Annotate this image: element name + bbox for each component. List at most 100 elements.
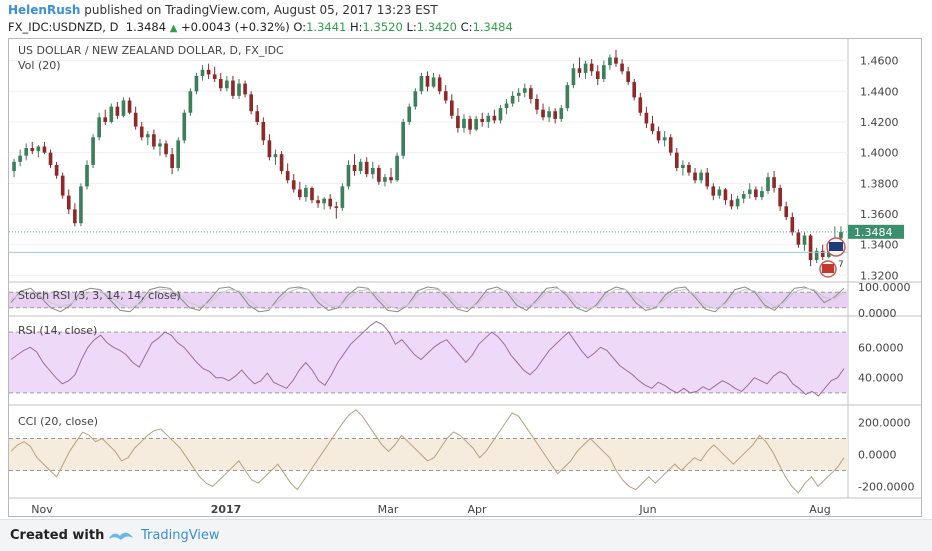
candle-body <box>121 100 126 116</box>
oscillator-tick-label: -200.0000 <box>858 480 914 493</box>
price-tick-label: 1.4600 <box>860 55 899 68</box>
candle-body <box>541 109 545 118</box>
candle-body <box>200 69 205 76</box>
candle-body <box>152 134 156 147</box>
candle-body <box>735 198 740 207</box>
candle-body <box>389 177 393 181</box>
candle-body <box>273 154 278 158</box>
candle-body <box>48 152 53 165</box>
candle-body <box>316 200 320 204</box>
candle-body <box>577 68 582 73</box>
candle-body <box>328 198 333 207</box>
candle-body <box>668 137 673 153</box>
oscillator-tick-label: 40.0000 <box>858 372 904 385</box>
candle-body <box>608 57 612 66</box>
oscillator-band <box>9 332 848 393</box>
candle-body <box>516 92 521 96</box>
candle-body <box>766 177 770 192</box>
candle-body <box>54 164 59 176</box>
candle-body <box>510 95 515 104</box>
candle-body <box>12 161 16 172</box>
candle-body <box>322 198 326 204</box>
candle-body <box>158 143 162 147</box>
candle-body <box>383 177 387 182</box>
published-text: published on TradingView.com, August 05,… <box>84 3 438 17</box>
candle-body <box>632 82 637 98</box>
candle-body <box>425 75 430 87</box>
time-axis-label: 2017 <box>211 503 242 516</box>
price-tick-label: 1.3200 <box>860 269 899 282</box>
candle-body <box>218 78 223 89</box>
last-price-badge <box>848 224 904 239</box>
last-price-badge-text: 1.3484 <box>854 226 893 239</box>
candle-body <box>206 69 211 75</box>
rsi-pane: 60.0000 40.0000 <box>9 320 904 397</box>
open-label: O: <box>293 20 307 34</box>
stoch-rsi-label: Stoch RSI (3, 3, 14, 14, close) <box>18 289 181 302</box>
price-tick-label: 1.3400 <box>860 239 899 252</box>
candle-body <box>370 167 375 175</box>
tradingview-brand-link[interactable]: TradingView <box>141 528 220 543</box>
candle-body <box>85 164 89 187</box>
last-price-value: 1.3484 <box>125 20 167 34</box>
candle-body <box>176 140 181 168</box>
candle-body <box>522 88 527 93</box>
candle-body <box>188 91 193 113</box>
candle-body <box>243 83 247 95</box>
candle-body <box>571 68 576 86</box>
candle-body <box>462 118 466 129</box>
time-axis-label: Mar <box>378 503 399 516</box>
candle-body <box>364 161 369 175</box>
publish-line: HelenRush published on TradingView.com, … <box>8 3 438 17</box>
oscillator-tick-label: 0.0000 <box>858 448 897 461</box>
candle-body <box>729 200 734 207</box>
candle-body <box>340 186 345 208</box>
candle-body <box>468 118 472 130</box>
oscillator-line <box>10 287 845 310</box>
candle-body <box>42 146 47 153</box>
candle-body <box>492 115 497 121</box>
candle-body <box>60 175 65 196</box>
candle-body <box>504 103 509 109</box>
candle-body <box>681 164 685 168</box>
candle-body <box>456 115 460 129</box>
rsi-label: RSI (14, close) <box>18 324 97 337</box>
candle-body <box>595 71 600 79</box>
price-tick-label: 1.4200 <box>860 116 899 129</box>
us-flag-icon <box>822 264 834 273</box>
chart-title: US DOLLAR / NEW ZEALAND DOLLAR, D, FX_ID… <box>18 44 284 57</box>
candle-body <box>638 97 643 113</box>
time-axis-label: Apr <box>467 503 487 516</box>
candle-body <box>814 250 819 261</box>
candle-body <box>820 250 825 257</box>
price-tick-label: 1.3800 <box>860 177 899 190</box>
candle-body <box>66 195 71 210</box>
price-tick-label: 1.3600 <box>860 208 899 221</box>
candle-body <box>401 121 406 156</box>
candle-body <box>413 91 418 107</box>
oscillator-line <box>10 409 845 494</box>
price-tick-label: 1.4000 <box>860 147 899 160</box>
candle-body <box>529 88 533 99</box>
candle-body <box>644 112 649 124</box>
footer-bar: Created with TradingView <box>0 519 932 551</box>
candle-body <box>547 111 551 118</box>
candle-body <box>212 74 217 79</box>
candle-body <box>796 232 801 245</box>
event-count-label: 7 <box>838 260 844 270</box>
chart-canvas[interactable]: 1.4600 1.4400 1.4200 1.4000 1.3800 1.3600 1.34… <box>0 0 932 519</box>
candle-body <box>553 111 558 119</box>
candle-body <box>437 77 442 92</box>
candle-body <box>182 112 187 141</box>
low-value: 1.3420 <box>416 20 457 34</box>
oscillator-band <box>9 438 848 471</box>
nz-flag-icon <box>829 242 843 251</box>
author-link[interactable]: HelenRush <box>8 3 81 17</box>
candle-body <box>231 80 235 96</box>
candle-body <box>255 111 260 122</box>
candle-body <box>723 189 728 201</box>
event-markers[interactable]: 7 <box>819 237 846 278</box>
candle-body <box>747 189 752 195</box>
candle-body <box>778 187 782 207</box>
candle-body <box>297 189 302 198</box>
